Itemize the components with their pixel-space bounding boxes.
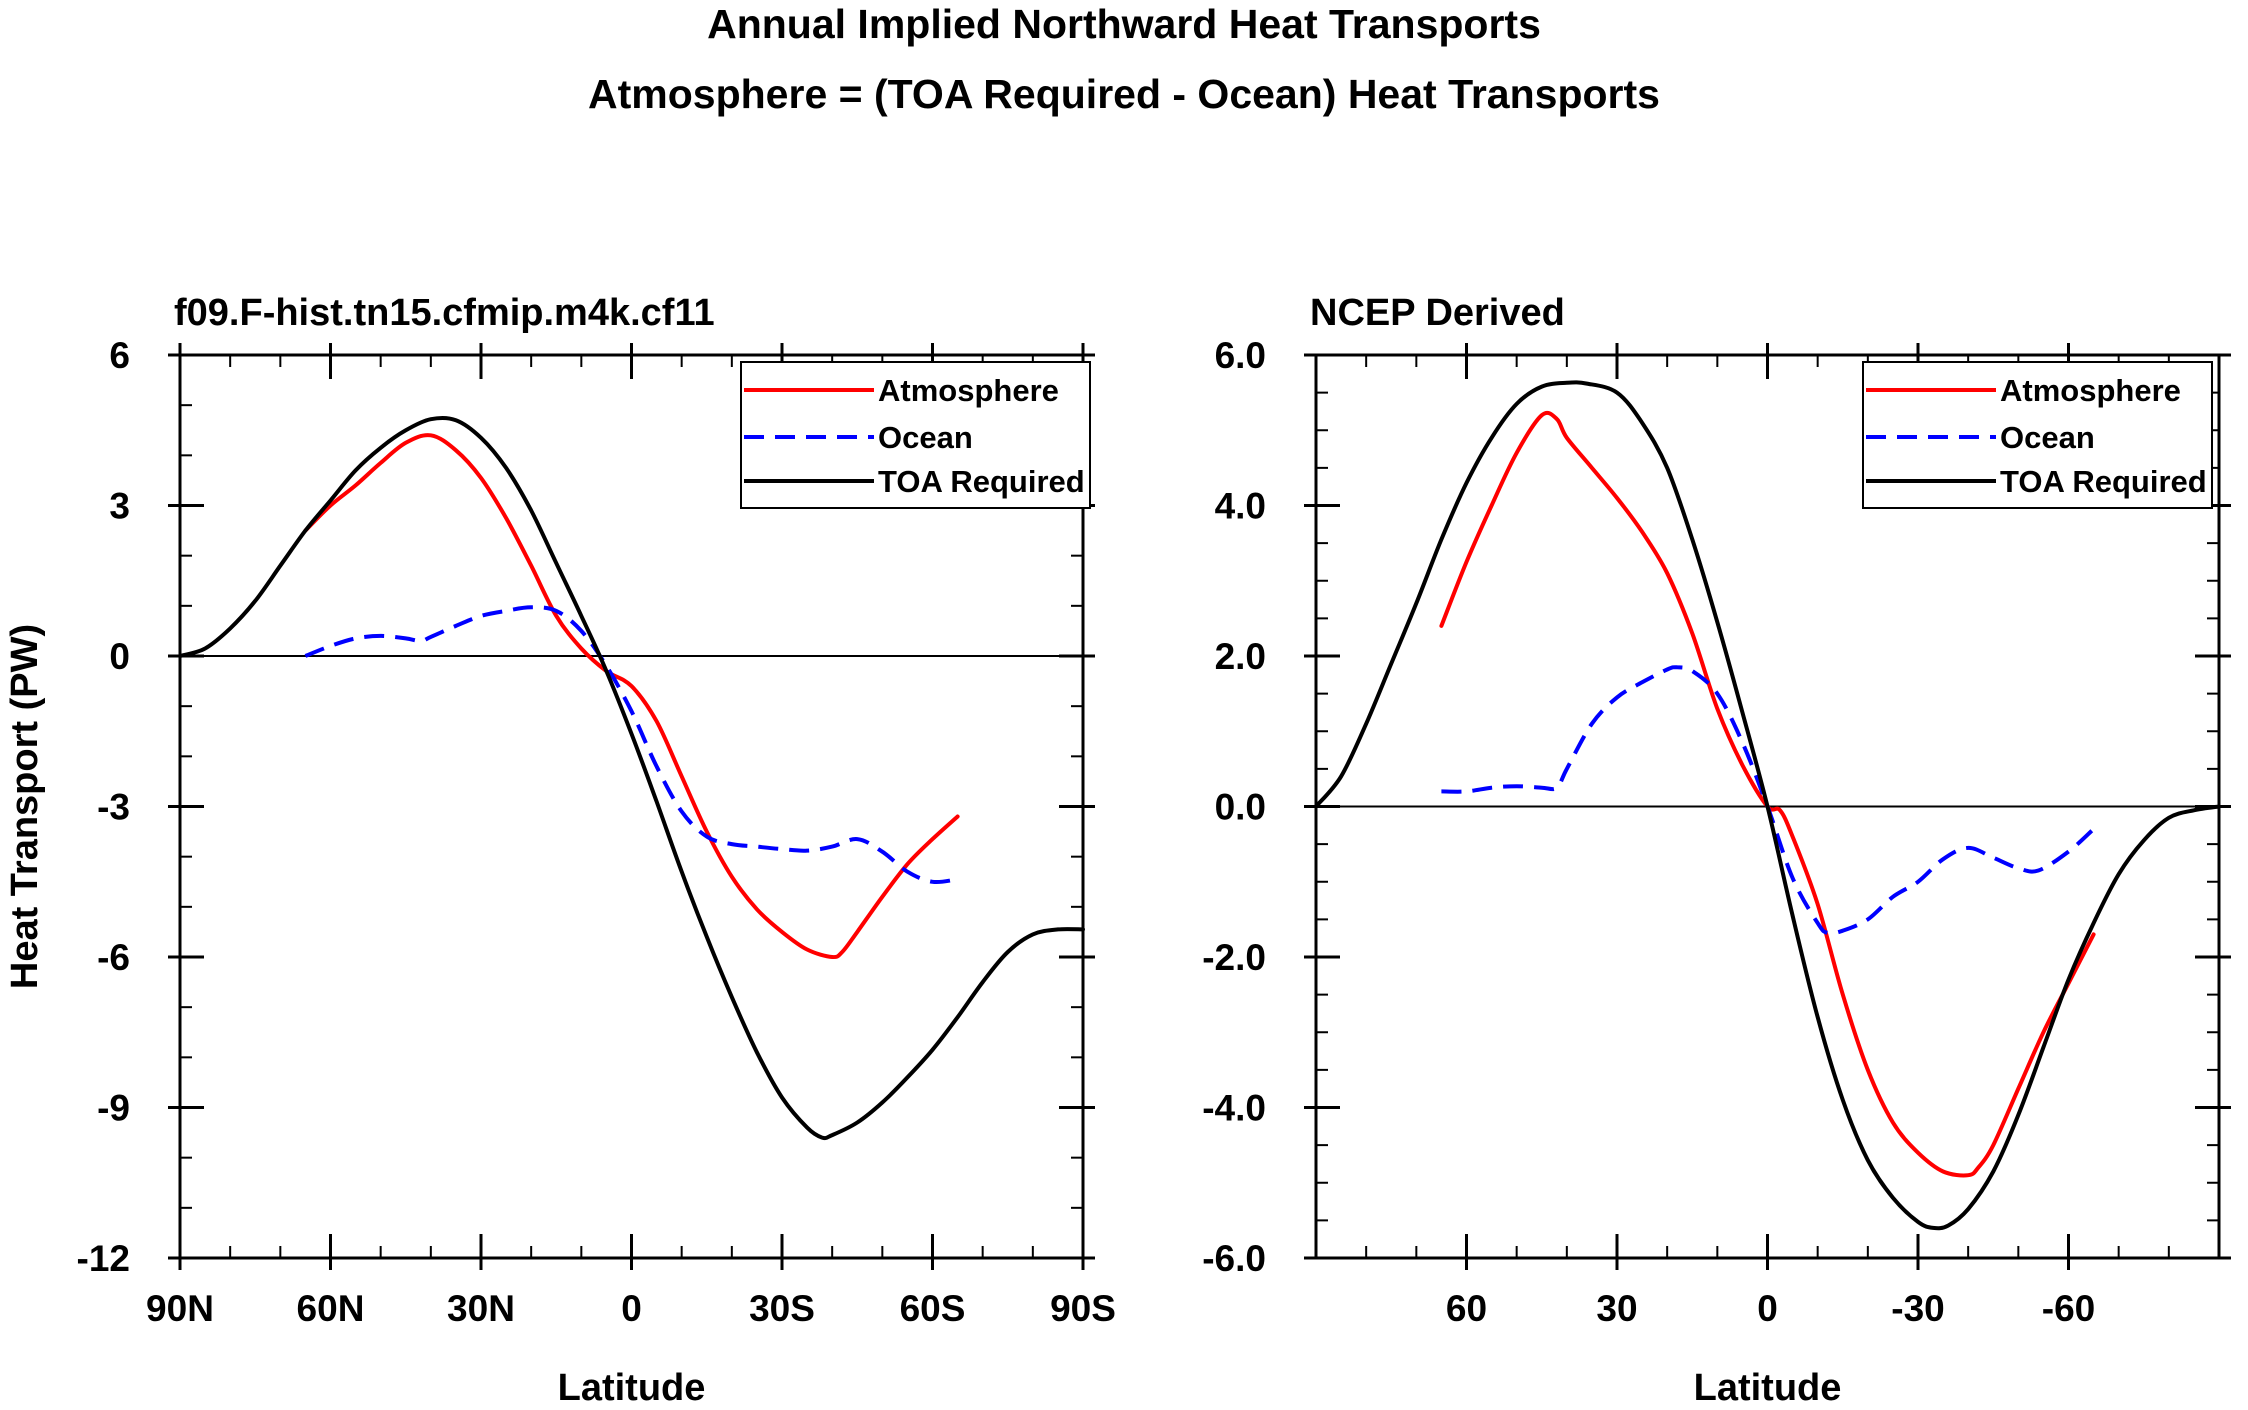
- y-tick-label: 6.0: [1215, 335, 1266, 376]
- x-tick-label: 30S: [749, 1288, 815, 1329]
- y-tick-label: -2.0: [1202, 937, 1266, 978]
- panel-ncep: NCEP Derived 60 30 0 -30 -60 6.0 4.0 2.0 0.0 -2.0 -…: [1202, 292, 2231, 1409]
- legend: Atmosphere Ocean TOA Required: [1862, 361, 2213, 509]
- x-tick-label: 90S: [1050, 1288, 1116, 1329]
- panel-model: f09.F-hist.tn15.cfmip.m4k.cf11 90N 60N 30N 0…: [4, 292, 1116, 1409]
- y-tick-label: 0.0: [1215, 787, 1266, 828]
- figure-title-line2: Atmosphere = (TOA Required - Ocean) Heat…: [588, 71, 1660, 117]
- series-line-atmosphere: [303, 433, 960, 960]
- x-tick-label: 60S: [900, 1288, 966, 1329]
- y-tick-label: -6: [97, 937, 130, 978]
- x-tick-label: 30: [1596, 1288, 1637, 1329]
- series-line-toa-required: [1314, 380, 2221, 1231]
- legend-box: [740, 361, 1091, 509]
- legend-label: Ocean: [878, 420, 973, 455]
- y-tick-label: 4.0: [1215, 486, 1266, 527]
- x-tick-label: -60: [2042, 1288, 2095, 1329]
- legend-box: [1862, 361, 2213, 509]
- figure-title-line1: Annual Implied Northward Heat Transports: [707, 1, 1541, 47]
- series-line-toa-required: [178, 415, 1085, 1141]
- y-tick-label: -6.0: [1202, 1238, 1266, 1279]
- legend-label: TOA Required: [878, 464, 1085, 499]
- series-line-atmosphere: [1439, 410, 2096, 1178]
- x-tick-label: 60N: [297, 1288, 365, 1329]
- legend-label: Atmosphere: [2000, 373, 2181, 408]
- legend: Atmosphere Ocean TOA Required: [740, 361, 1091, 509]
- series-line-ocean: [1441, 665, 2095, 936]
- legend-label: Atmosphere: [878, 373, 1059, 408]
- x-tick-label: 60: [1446, 1288, 1487, 1329]
- x-tick-label: -30: [1891, 1288, 1944, 1329]
- subplot-title: NCEP Derived: [1310, 292, 1565, 334]
- y-tick-label: 6: [109, 335, 130, 376]
- series-line-ocean: [304, 605, 958, 885]
- legend-label: TOA Required: [2000, 464, 2207, 499]
- y-tick-label: -9: [97, 1088, 130, 1129]
- x-tick-label: 0: [621, 1288, 642, 1329]
- y-tick-label: 3: [109, 486, 130, 527]
- y-tick-label: -4.0: [1202, 1088, 1266, 1129]
- y-tick-label: -3: [97, 787, 130, 828]
- x-tick-label: 0: [1757, 1288, 1778, 1329]
- y-tick-label: 2.0: [1215, 636, 1266, 677]
- legend-label: Ocean: [2000, 420, 2095, 455]
- y-tick-label: -12: [77, 1238, 130, 1279]
- x-axis-label: Latitude: [1694, 1367, 1842, 1409]
- x-axis-label: Latitude: [558, 1367, 706, 1409]
- y-tick-label: 0: [109, 636, 130, 677]
- subplot-title: f09.F-hist.tn15.cfmip.m4k.cf11: [174, 292, 715, 334]
- x-tick-label: 90N: [146, 1288, 214, 1329]
- y-axis-label: Heat Transport (PW): [4, 624, 46, 989]
- x-tick-label: 30N: [447, 1288, 515, 1329]
